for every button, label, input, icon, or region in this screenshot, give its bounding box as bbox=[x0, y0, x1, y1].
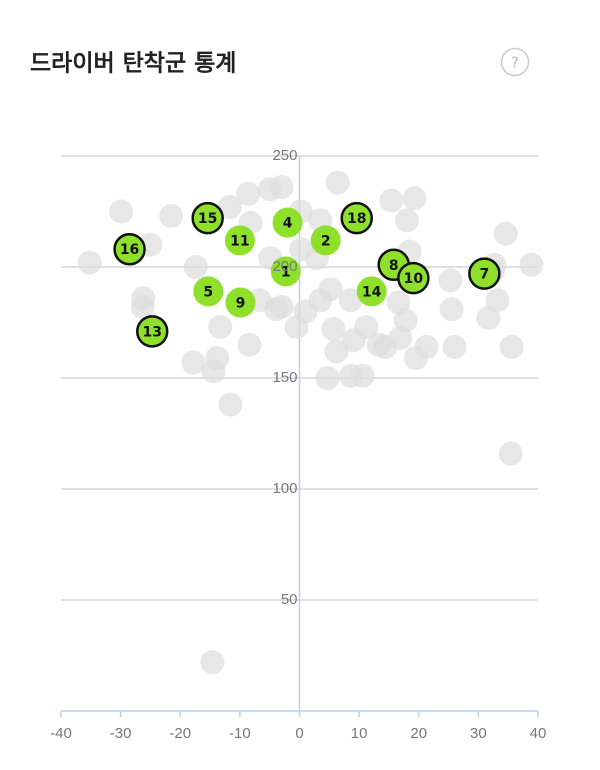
background-shot bbox=[439, 297, 464, 322]
shot-label: 15 bbox=[198, 211, 217, 227]
x-tick-label: 10 bbox=[351, 725, 368, 742]
background-shot bbox=[476, 306, 501, 331]
help-icon-label[interactable]: ? bbox=[511, 54, 519, 72]
background-shot bbox=[77, 250, 102, 275]
background-shot bbox=[498, 441, 523, 466]
shot-label: 5 bbox=[203, 284, 213, 300]
background-shot bbox=[159, 203, 184, 228]
background-shot bbox=[237, 332, 262, 357]
background-shot bbox=[217, 195, 242, 220]
shot-label: 4 bbox=[283, 216, 293, 232]
background-shot bbox=[130, 294, 155, 319]
x-tick-label: -10 bbox=[229, 725, 251, 742]
background-shot bbox=[338, 288, 363, 313]
background-shot bbox=[438, 268, 463, 293]
shot-marker bbox=[468, 257, 501, 290]
background-shot bbox=[394, 208, 419, 233]
y-tick-label: 50 bbox=[281, 591, 298, 608]
background-shot bbox=[315, 366, 340, 390]
shot-marker bbox=[340, 201, 373, 235]
x-tick-label: 20 bbox=[410, 725, 427, 742]
shot-label: 1 bbox=[281, 264, 291, 280]
shot-label: 11 bbox=[230, 233, 249, 249]
y-tick-label: 150 bbox=[272, 369, 297, 386]
x-tick-label: -20 bbox=[169, 725, 191, 742]
background-shot bbox=[379, 188, 404, 213]
shot-marker bbox=[225, 287, 256, 318]
shot-label: 2 bbox=[321, 233, 331, 249]
shot-label: 18 bbox=[347, 211, 366, 227]
background-shot bbox=[109, 199, 134, 224]
x-tick-label: 30 bbox=[470, 725, 487, 742]
background-shot bbox=[208, 314, 233, 339]
shot-label: 13 bbox=[142, 324, 161, 340]
background-shot bbox=[354, 314, 379, 339]
y-tick-label: 250 bbox=[272, 147, 297, 164]
shot-marker bbox=[113, 232, 146, 266]
shot-marker bbox=[193, 276, 224, 307]
background-shot bbox=[269, 294, 294, 319]
background-shot bbox=[205, 346, 230, 371]
background-shot bbox=[318, 277, 343, 302]
shot-label: 16 bbox=[120, 242, 139, 258]
x-tick-label: -30 bbox=[110, 725, 132, 742]
background-shot bbox=[200, 650, 225, 675]
chart-title: 드라이버 탄착군 통계 bbox=[30, 51, 236, 77]
shot-label: 10 bbox=[404, 271, 424, 287]
x-tick-label: 40 bbox=[530, 725, 547, 742]
shot-label: 9 bbox=[236, 296, 246, 312]
shot-label: 7 bbox=[479, 267, 489, 283]
background-shot bbox=[493, 221, 518, 246]
shot-marker bbox=[310, 225, 341, 256]
shot-marker bbox=[356, 276, 387, 307]
background-shot bbox=[321, 317, 346, 342]
background-shot bbox=[181, 350, 206, 375]
background-shot bbox=[324, 339, 349, 364]
background-shot bbox=[519, 252, 544, 277]
background-shot bbox=[499, 334, 524, 359]
background-shot bbox=[485, 288, 510, 313]
x-tick-label: -40 bbox=[50, 725, 72, 742]
background-shot bbox=[386, 290, 411, 315]
shot-marker bbox=[135, 315, 169, 348]
shot-marker bbox=[397, 261, 430, 295]
shot-label: 8 bbox=[389, 258, 399, 274]
background-shot bbox=[325, 170, 350, 195]
background-shot bbox=[236, 181, 261, 206]
x-tick-label: 0 bbox=[295, 725, 303, 742]
y-tick-label: 200 bbox=[272, 258, 297, 275]
background-shot bbox=[350, 363, 375, 388]
background-shot bbox=[402, 186, 427, 211]
shot-marker bbox=[272, 207, 303, 238]
background-shot bbox=[414, 334, 439, 359]
shot-marker bbox=[191, 201, 224, 235]
shot-label: 14 bbox=[362, 284, 382, 300]
background-shot bbox=[183, 255, 208, 279]
background-shot bbox=[442, 334, 467, 359]
shot-marker bbox=[270, 256, 301, 287]
background-shot bbox=[269, 175, 294, 200]
help-icon[interactable] bbox=[500, 47, 530, 77]
shot-marker bbox=[224, 225, 255, 256]
y-tick-label: 100 bbox=[272, 480, 297, 497]
background-shot bbox=[218, 392, 243, 417]
